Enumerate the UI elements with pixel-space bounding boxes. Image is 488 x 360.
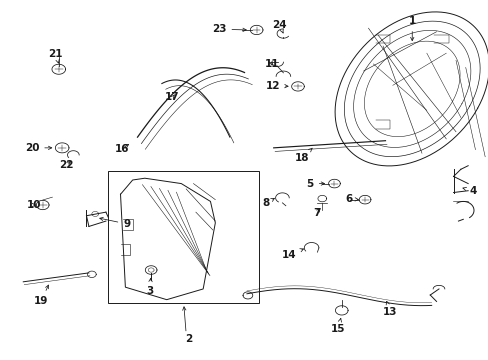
Text: 17: 17 <box>165 92 180 102</box>
Text: 3: 3 <box>146 278 153 296</box>
Text: 19: 19 <box>34 285 48 306</box>
Bar <box>108 171 259 303</box>
Text: 9: 9 <box>100 217 130 229</box>
Text: 7: 7 <box>312 208 320 218</box>
Text: 23: 23 <box>211 24 246 34</box>
Text: 13: 13 <box>382 301 397 317</box>
Text: 24: 24 <box>272 20 286 33</box>
Text: 5: 5 <box>306 179 324 189</box>
Text: 6: 6 <box>344 194 358 204</box>
Text: 1: 1 <box>408 16 415 41</box>
Text: 2: 2 <box>184 334 192 344</box>
Text: 8: 8 <box>262 198 274 208</box>
Text: 16: 16 <box>115 144 129 154</box>
Text: 18: 18 <box>294 148 312 163</box>
Text: 15: 15 <box>330 319 345 334</box>
Text: 12: 12 <box>265 81 287 91</box>
Text: 20: 20 <box>25 143 52 153</box>
Text: 22: 22 <box>59 160 73 170</box>
Text: 4: 4 <box>462 186 476 196</box>
Text: 11: 11 <box>264 59 279 69</box>
Text: 10: 10 <box>27 200 41 210</box>
Text: 14: 14 <box>282 249 303 260</box>
Text: 21: 21 <box>48 49 63 63</box>
